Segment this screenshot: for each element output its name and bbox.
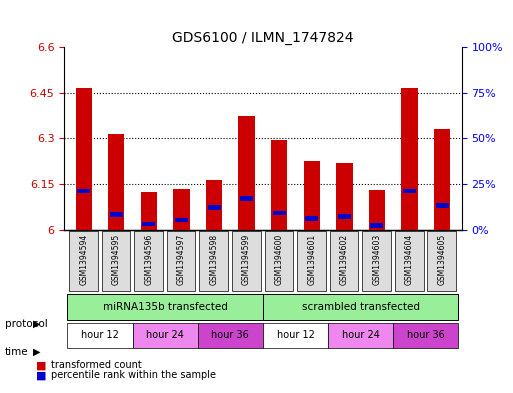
Bar [175,218,188,222]
Text: ▶: ▶ [33,319,41,329]
Text: hour 36: hour 36 [407,331,445,340]
Text: GSM1394595: GSM1394595 [112,234,121,285]
FancyBboxPatch shape [232,231,261,291]
FancyBboxPatch shape [330,231,359,291]
FancyBboxPatch shape [297,231,326,291]
Bar [173,189,190,230]
Text: transformed count: transformed count [51,360,142,371]
FancyBboxPatch shape [263,323,328,348]
Text: ■: ■ [36,360,46,371]
Bar [141,192,157,230]
Text: GSM1394597: GSM1394597 [177,234,186,285]
Bar [338,214,351,219]
FancyBboxPatch shape [198,323,263,348]
FancyBboxPatch shape [393,323,459,348]
Bar [273,211,286,215]
Text: ▶: ▶ [33,347,41,357]
Bar [208,205,221,210]
Text: hour 24: hour 24 [342,331,380,340]
Bar [77,189,90,193]
Text: hour 12: hour 12 [277,331,314,340]
FancyBboxPatch shape [263,294,459,320]
Text: GSM1394603: GSM1394603 [372,234,382,285]
Title: GDS6100 / ILMN_1747824: GDS6100 / ILMN_1747824 [172,31,353,45]
Text: time: time [5,347,29,357]
FancyBboxPatch shape [395,231,424,291]
Text: GSM1394594: GSM1394594 [79,234,88,285]
Text: GSM1394599: GSM1394599 [242,234,251,285]
Bar [336,163,352,230]
Bar [434,129,450,230]
Text: miRNA135b transfected: miRNA135b transfected [103,302,228,312]
FancyBboxPatch shape [134,231,163,291]
Bar [75,88,92,230]
Bar [305,216,318,220]
FancyBboxPatch shape [67,294,263,320]
Text: GSM1394602: GSM1394602 [340,234,349,285]
Text: hour 24: hour 24 [146,331,184,340]
Text: GSM1394601: GSM1394601 [307,234,317,285]
Text: hour 36: hour 36 [211,331,249,340]
Text: GSM1394596: GSM1394596 [144,234,153,285]
Bar [108,134,125,230]
Bar [436,203,449,208]
Text: GSM1394604: GSM1394604 [405,234,414,285]
Text: hour 12: hour 12 [81,331,119,340]
Bar [239,116,255,230]
Bar [240,196,253,200]
Text: scrambled transfected: scrambled transfected [302,302,420,312]
Text: ■: ■ [36,370,46,380]
Bar [304,161,320,230]
Bar [369,190,385,230]
FancyBboxPatch shape [265,231,293,291]
Bar [401,88,418,230]
Text: GSM1394598: GSM1394598 [209,234,219,285]
Bar [110,213,123,217]
Text: percentile rank within the sample: percentile rank within the sample [51,370,216,380]
FancyBboxPatch shape [427,231,456,291]
Bar [271,140,287,230]
Text: GSM1394605: GSM1394605 [438,234,447,285]
Text: GSM1394600: GSM1394600 [274,234,284,285]
FancyBboxPatch shape [362,231,391,291]
FancyBboxPatch shape [167,231,195,291]
Text: protocol: protocol [5,319,48,329]
FancyBboxPatch shape [69,231,97,291]
FancyBboxPatch shape [132,323,198,348]
FancyBboxPatch shape [67,323,132,348]
Bar [142,222,155,226]
FancyBboxPatch shape [328,323,393,348]
Bar [206,180,222,230]
FancyBboxPatch shape [102,231,130,291]
Bar [370,223,384,228]
FancyBboxPatch shape [200,231,228,291]
Bar [403,189,416,193]
